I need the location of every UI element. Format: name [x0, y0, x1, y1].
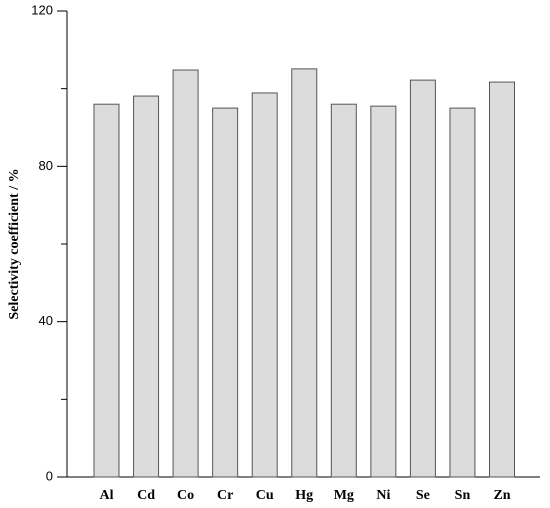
bar	[93, 103, 120, 478]
y-tick-label: 120	[31, 2, 53, 17]
x-tick-label: Cu	[256, 488, 274, 503]
x-tick-label: Al	[100, 488, 114, 503]
y-tick-label: 0	[46, 468, 53, 483]
x-tick-label: Cr	[217, 488, 233, 503]
x-tick-label: Co	[177, 488, 194, 503]
y-axis-title: Selectivity coefficient / %	[7, 168, 22, 319]
x-tick-label: Mg	[334, 488, 354, 503]
y-tick-label: 80	[39, 158, 53, 173]
bar	[330, 103, 357, 478]
bar	[449, 107, 476, 478]
bar	[172, 69, 199, 478]
bar	[409, 79, 436, 478]
x-tick-label: Cd	[137, 488, 155, 503]
bar	[489, 81, 515, 478]
y-tick-label: 40	[39, 313, 53, 328]
bar	[370, 105, 397, 478]
bar	[212, 107, 239, 478]
bar	[251, 92, 278, 478]
x-tick-label: Ni	[376, 488, 390, 503]
x-tick-label: Zn	[493, 488, 510, 503]
bar	[133, 95, 160, 478]
x-tick-label: Sn	[455, 488, 471, 503]
x-tick-label: Hg	[295, 488, 313, 503]
bar	[291, 68, 318, 478]
x-tick-label: Se	[416, 488, 430, 503]
